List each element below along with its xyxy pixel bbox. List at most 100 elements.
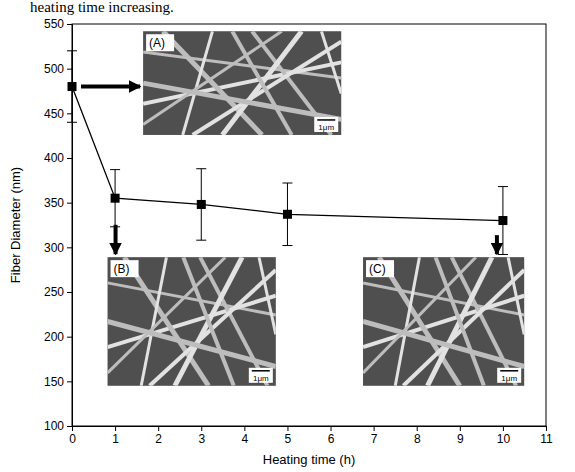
y-tick-mark bbox=[67, 158, 72, 159]
y-axis: 100150200250300350400450500550 bbox=[44, 17, 73, 433]
error-bar-cap bbox=[282, 183, 292, 184]
y-tick-label: 100 bbox=[44, 419, 64, 433]
fiber bbox=[222, 31, 301, 135]
fiber bbox=[436, 257, 484, 386]
x-tick: 6 bbox=[328, 426, 335, 446]
x-tick-label: 6 bbox=[328, 432, 335, 446]
error-bar-cap bbox=[196, 168, 206, 169]
x-tick: 0 bbox=[69, 426, 76, 446]
chart: heating time increasing.0123456789101110… bbox=[0, 0, 575, 472]
error-bar bbox=[196, 169, 206, 240]
x-tick-mark bbox=[546, 426, 547, 431]
y-tick-mark bbox=[67, 426, 72, 427]
y-tick: 200 bbox=[44, 330, 72, 344]
inset-fibers bbox=[143, 31, 341, 135]
x-tick-label: 4 bbox=[242, 432, 249, 446]
inset-image bbox=[363, 257, 524, 386]
x-tick-label: 9 bbox=[457, 432, 464, 446]
scale-bar-bg bbox=[497, 368, 521, 383]
y-tick-mark bbox=[67, 337, 72, 338]
fiber bbox=[259, 257, 276, 334]
scale-bar bbox=[500, 370, 518, 372]
fiber bbox=[232, 31, 291, 135]
fiber bbox=[395, 257, 419, 386]
fiber bbox=[363, 296, 524, 347]
fiber bbox=[321, 31, 341, 93]
y-tick: 300 bbox=[44, 241, 72, 255]
y-tick: 100 bbox=[44, 419, 72, 433]
y-tick-label: 350 bbox=[44, 196, 64, 210]
x-tick-label: 7 bbox=[371, 432, 378, 446]
x-tick: 8 bbox=[414, 426, 421, 446]
x-tick-mark bbox=[201, 426, 202, 431]
y-tick: 450 bbox=[44, 107, 72, 121]
x-tick: 2 bbox=[155, 426, 162, 446]
fiber bbox=[108, 283, 276, 315]
inset: (C)1μm bbox=[363, 257, 524, 386]
plot-frame bbox=[72, 24, 546, 426]
error-bar-cap bbox=[110, 169, 120, 170]
inset-image bbox=[143, 31, 341, 135]
y-tick: 350 bbox=[44, 196, 72, 210]
inset-label: (B) bbox=[114, 262, 130, 276]
arrows bbox=[81, 87, 497, 255]
data-point bbox=[68, 82, 77, 91]
fiber bbox=[143, 83, 341, 119]
y-tick-label: 300 bbox=[44, 241, 64, 255]
y-tick: 550 bbox=[44, 17, 72, 31]
fiber bbox=[363, 283, 524, 315]
data-point bbox=[197, 200, 206, 209]
inset-fibers bbox=[108, 257, 276, 386]
inset: (B)1μm bbox=[108, 257, 276, 386]
fiber bbox=[143, 62, 341, 103]
y-tick-label: 250 bbox=[44, 285, 64, 299]
error-bar-cap bbox=[196, 240, 206, 241]
y-tick: 250 bbox=[44, 285, 72, 299]
inset-label-bg bbox=[366, 260, 394, 277]
x-tick-label: 2 bbox=[155, 432, 162, 446]
arrow bbox=[495, 235, 499, 254]
marks bbox=[67, 51, 508, 255]
x-tick: 10 bbox=[497, 426, 511, 446]
error-bar bbox=[282, 183, 292, 246]
x-tick-label: 10 bbox=[497, 432, 511, 446]
error-bar-cap bbox=[67, 122, 77, 123]
inset-label: (A) bbox=[149, 36, 165, 50]
inset: (A)1μm bbox=[143, 31, 341, 135]
x-tick: 11 bbox=[540, 426, 553, 446]
y-tick: 150 bbox=[44, 375, 72, 389]
y-tick-label: 200 bbox=[44, 330, 64, 344]
fiber bbox=[175, 257, 242, 386]
fiber bbox=[108, 321, 276, 366]
inset-fibers bbox=[363, 257, 524, 386]
x-tick-mark bbox=[503, 426, 504, 431]
arrow bbox=[114, 225, 118, 254]
y-tick-label: 150 bbox=[44, 375, 64, 389]
fiber bbox=[143, 52, 341, 78]
fiber bbox=[108, 296, 276, 347]
fiber bbox=[428, 257, 492, 386]
inset-label: (C) bbox=[369, 262, 386, 276]
x-tick-mark bbox=[331, 426, 332, 431]
x-tick-label: 8 bbox=[414, 432, 421, 446]
error-bar-cap bbox=[282, 245, 292, 246]
data-point bbox=[283, 210, 292, 219]
y-tick-mark bbox=[67, 69, 72, 70]
fiber bbox=[363, 321, 524, 366]
x-tick-label: 0 bbox=[69, 432, 76, 446]
x-tick-mark bbox=[417, 426, 418, 431]
fiber bbox=[163, 31, 262, 135]
inset-image bbox=[108, 257, 276, 386]
x-tick-label: 3 bbox=[198, 432, 205, 446]
scale-bar bbox=[317, 119, 335, 121]
y-tick-mark bbox=[67, 24, 72, 25]
x-tick-mark bbox=[460, 426, 461, 431]
y-tick-mark bbox=[67, 203, 72, 204]
fiber bbox=[508, 257, 524, 334]
error-bar-cap bbox=[498, 254, 508, 255]
y-tick-mark bbox=[67, 292, 72, 293]
x-tick: 5 bbox=[285, 426, 292, 446]
y-tick-label: 450 bbox=[44, 107, 64, 121]
x-tick: 1 bbox=[112, 426, 119, 446]
x-tick-mark bbox=[158, 426, 159, 431]
